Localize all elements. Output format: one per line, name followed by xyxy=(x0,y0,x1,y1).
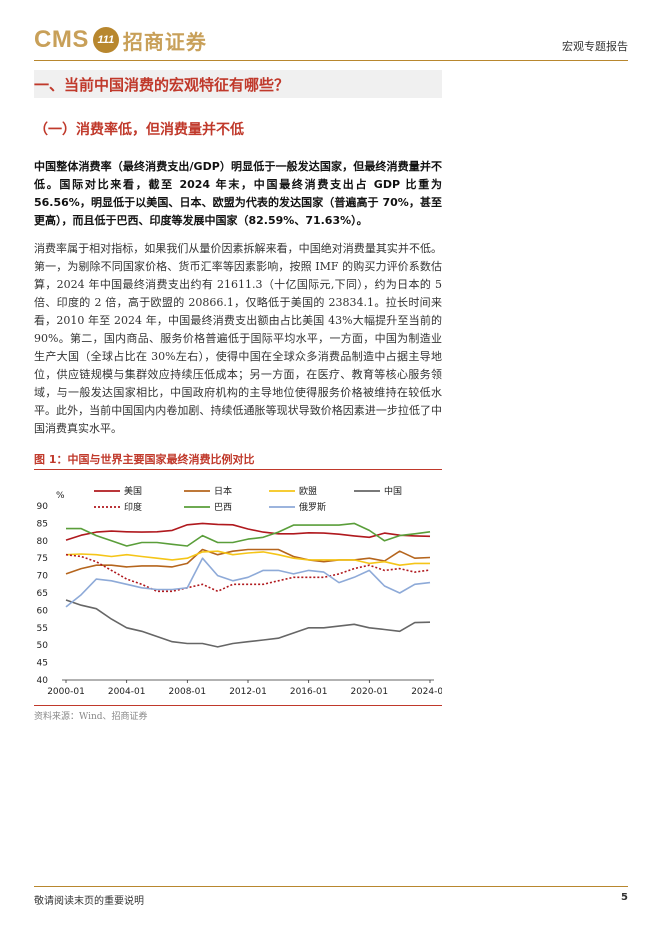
consumption-ratio-chart: % 40 45 50 55 60 65 70 75 80 85 90 2000-01 2004-01 200… xyxy=(37,485,442,697)
x-tick-label: 2008-01 xyxy=(169,687,207,697)
subsection-title: （一）消费率低，但消费量并不低 xyxy=(34,122,244,138)
footer-disclaimer: 敬请阅读末页的重要说明 xyxy=(34,896,144,907)
x-tick-label: 2024-01 xyxy=(411,687,442,697)
y-tick-label: 50 xyxy=(37,641,49,651)
figure-top-rule xyxy=(34,469,442,470)
page-number: 5 xyxy=(621,892,628,903)
x-tick-label: 2000-01 xyxy=(47,687,85,697)
legend-label: 俄罗斯 xyxy=(299,501,326,513)
series-line-欧盟 xyxy=(65,550,430,566)
legend-label: 日本 xyxy=(214,485,232,497)
logo-badge-icon: 111 xyxy=(92,27,119,53)
x-tick-label: 2020-01 xyxy=(351,687,389,697)
y-tick-label: 55 xyxy=(37,624,48,634)
legend-label: 中国 xyxy=(384,485,402,497)
figure-bottom-rule xyxy=(34,705,442,706)
series-line-俄罗斯 xyxy=(65,557,431,608)
series-line-中国 xyxy=(65,599,431,648)
series-line-印度 xyxy=(65,553,431,593)
y-tick-label: 40 xyxy=(37,676,49,686)
series-line-巴西 xyxy=(66,522,431,547)
y-tick-label: 60 xyxy=(37,606,49,616)
x-tick-label: 2004-01 xyxy=(108,687,146,697)
legend-label: 美国 xyxy=(124,485,142,497)
y-tick-label: 65 xyxy=(37,589,48,599)
figure-title: 图 1：中国与世界主要国家最终消费比例对比 xyxy=(34,453,255,466)
series-line-日本 xyxy=(65,548,431,575)
x-tick-label: 2016-01 xyxy=(290,687,328,697)
y-axis-unit: % xyxy=(56,491,65,501)
logo-cms-text: CMS xyxy=(34,26,89,53)
legend-label: 巴西 xyxy=(214,502,232,513)
brand-logo: CMS 111 招商证券 xyxy=(34,24,207,56)
section-title-bar xyxy=(34,70,442,98)
legend-label: 印度 xyxy=(124,501,142,513)
x-tick-label: 2012-01 xyxy=(229,687,267,697)
report-type: 宏观专题报告 xyxy=(562,40,628,53)
body-paragraph: 消费率属于相对指标，如果我们从量价因素拆解来看，中国绝对消费量其实并不低。第一，… xyxy=(34,242,442,435)
y-tick-label: 75 xyxy=(37,554,48,564)
figure-source: 资料来源：Wind、招商证券 xyxy=(34,712,148,722)
y-tick-label: 70 xyxy=(37,572,49,582)
summary-paragraph: 中国整体消费率（最终消费支出/GDP）明显低于一般发达国家，但最终消费量并不低。… xyxy=(34,160,442,227)
footer-divider xyxy=(34,886,628,887)
section-title: 一、当前中国消费的宏观特征有哪些？ xyxy=(34,76,290,94)
y-tick-label: 80 xyxy=(37,537,49,547)
legend-label: 欧盟 xyxy=(299,485,317,497)
y-tick-label: 45 xyxy=(37,659,48,669)
header-divider xyxy=(34,60,628,61)
y-tick-label: 90 xyxy=(37,502,49,512)
logo-cn-text: 招商证券 xyxy=(122,29,207,54)
series-line-美国 xyxy=(65,522,431,541)
y-tick-label: 85 xyxy=(37,519,48,529)
